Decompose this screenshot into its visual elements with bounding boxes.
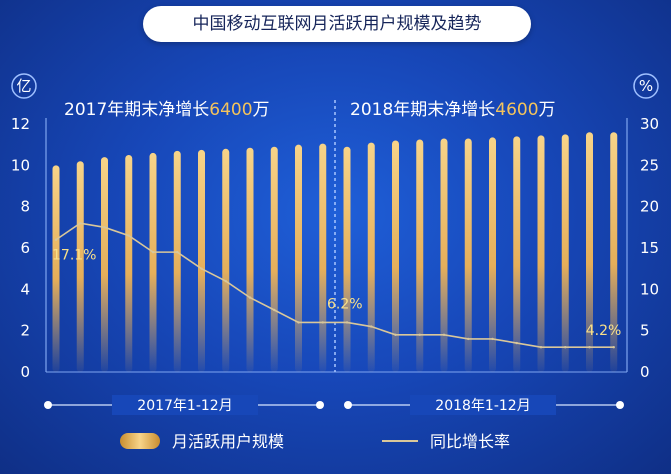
bar — [246, 147, 254, 372]
rate-point — [370, 325, 373, 328]
left-tick-label: 2 — [20, 322, 30, 340]
bar — [489, 137, 496, 372]
annotation-2017-value: 6400 — [209, 100, 252, 120]
legend: 月活跃用户规模 同比增长率 — [120, 432, 510, 451]
left-unit-label: 亿 — [16, 77, 31, 95]
period-label-bg-2017 — [112, 395, 258, 415]
rate-point — [151, 250, 155, 254]
left-tick-label: 4 — [20, 280, 30, 298]
bar — [392, 140, 399, 372]
bar — [52, 165, 60, 372]
legend-line-label: 同比增长率 — [430, 432, 510, 451]
left-tick-label: 6 — [20, 239, 30, 257]
rate-labels: 17.1% 6.2% 4.2% — [52, 248, 621, 339]
period-axis: 2017年1-12月 2018年1-12月 — [44, 395, 624, 415]
rate-point — [200, 267, 203, 270]
rate-point — [612, 346, 615, 349]
rate-point — [224, 279, 227, 283]
right-tick-label: 10 — [640, 280, 659, 298]
bar — [76, 161, 84, 372]
right-tick-label: 0 — [640, 363, 650, 381]
bar — [464, 138, 472, 372]
right-tick-label: 15 — [640, 239, 659, 257]
bar — [586, 132, 593, 372]
bar — [198, 149, 205, 372]
right-tick-label: 25 — [640, 156, 659, 174]
bar — [610, 132, 618, 372]
bar — [295, 144, 302, 372]
right-tick-label: 30 — [640, 115, 659, 133]
annotation-2017-prefix: 2017年期末净增长 — [64, 100, 209, 120]
rate-point — [394, 333, 397, 336]
bar — [440, 138, 448, 372]
bar — [173, 150, 181, 372]
rate-point — [515, 341, 518, 345]
left-tick-label: 8 — [20, 198, 30, 216]
rate-point — [127, 234, 130, 237]
annotation-2017-suffix: 万 — [253, 100, 270, 120]
annotation-2017: 2017年期末净增长6400万 — [64, 100, 270, 120]
rate-point — [442, 333, 446, 336]
left-tick-label: 10 — [11, 156, 30, 174]
rate-point — [273, 308, 276, 312]
rate-data-label: 6.2% — [327, 296, 363, 312]
annotation-2018-value: 4600 — [495, 100, 538, 120]
left-tick-labels: 0 2 4 6 8 10 12 — [11, 115, 30, 381]
bar — [513, 136, 521, 372]
period-label-2017: 2017年1-12月 — [137, 398, 232, 414]
period-dot-2017-start — [44, 401, 52, 409]
annotation-2018: 2018年期末净增长4600万 — [350, 100, 556, 120]
right-unit-badge — [633, 73, 659, 99]
bar-series — [52, 132, 618, 372]
rate-point — [297, 321, 300, 324]
right-tick-label: 20 — [640, 198, 659, 216]
rate-point — [564, 346, 567, 349]
rate-data-label: 4.2% — [586, 323, 622, 339]
annotation-2018-prefix: 2018年期末净增长 — [350, 100, 495, 120]
rate-point — [79, 222, 82, 225]
rate-point — [467, 337, 470, 341]
rate-point — [418, 333, 421, 336]
legend-bar-swatch — [120, 433, 160, 449]
rate-point — [103, 226, 106, 229]
bar — [125, 155, 133, 372]
period-dot-2018-end — [616, 401, 624, 409]
bar — [343, 146, 351, 372]
legend-bar-label: 月活跃用户规模 — [172, 432, 284, 451]
rate-point — [345, 321, 349, 324]
right-tick-label: 5 — [640, 322, 650, 340]
bar — [416, 139, 424, 372]
bar — [319, 143, 327, 372]
bar — [367, 142, 375, 372]
left-tick-label: 12 — [11, 115, 30, 133]
left-tick-label: 0 — [20, 363, 30, 381]
bar — [537, 135, 545, 372]
right-tick-labels: 0 5 10 15 20 25 30 — [640, 115, 659, 381]
rate-data-label: 17.1% — [52, 248, 96, 264]
annotation-2018-suffix: 万 — [539, 100, 556, 120]
rate-point — [54, 238, 58, 241]
bar — [222, 148, 230, 372]
bar — [101, 157, 108, 372]
bar — [149, 152, 157, 372]
rate-line-path — [55, 222, 614, 349]
period-label-2018: 2018年1-12月 — [435, 398, 530, 414]
rate-point — [248, 296, 252, 299]
bar — [561, 134, 569, 372]
rate-point — [588, 346, 591, 349]
left-unit-badge — [11, 73, 37, 99]
rate-point — [176, 250, 179, 254]
rate-point — [491, 337, 494, 341]
right-unit-label: % — [639, 77, 653, 95]
bar — [270, 146, 278, 372]
period-dot-2018-start — [344, 401, 352, 409]
line-series — [54, 222, 615, 349]
period-dot-2017-end — [316, 401, 324, 409]
rate-point — [539, 346, 543, 349]
period-label-bg-2018 — [410, 395, 556, 415]
rate-point — [321, 321, 324, 324]
chart-title: 中国移动互联网月活跃用户规模及趋势 — [143, 6, 531, 42]
